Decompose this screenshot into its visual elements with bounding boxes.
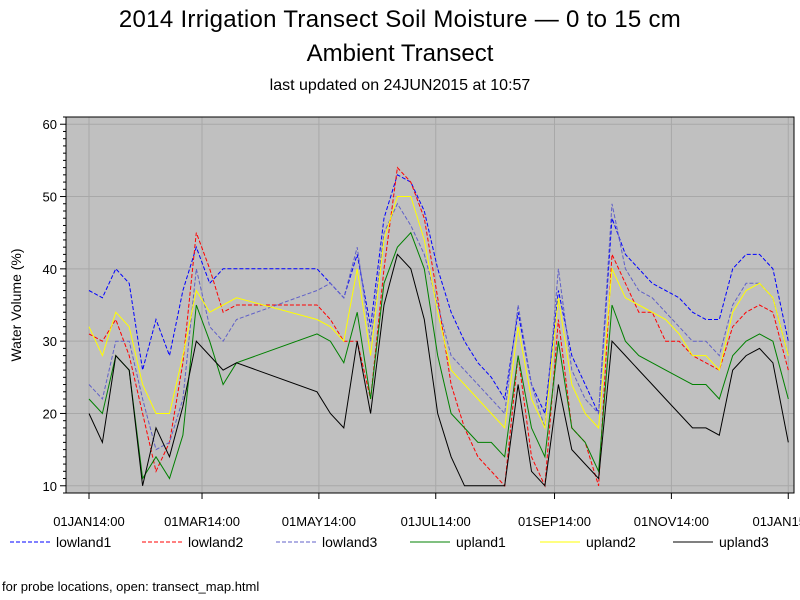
series-line-upland3: [88, 253, 789, 487]
x-tick-label: 01JAN15:00: [752, 514, 800, 529]
x-tick-label: 01JAN14:00: [53, 514, 125, 529]
plot-area: [66, 117, 794, 493]
series-line-lowland1: [88, 174, 789, 416]
legend-label-lowland3: lowland3: [322, 534, 377, 550]
probe-locations-note: for probe locations, open: transect_map.…: [2, 579, 260, 594]
x-tick-label: 01JUL14:00: [401, 514, 471, 529]
legend-label-lowland1: lowland1: [56, 534, 111, 550]
y-tick-label: 50: [43, 190, 57, 205]
x-tick-label: 01NOV14:00: [634, 514, 709, 529]
series-line-upland1: [88, 231, 789, 480]
series-line-upland2: [88, 196, 789, 430]
legend-label-lowland2: lowland2: [188, 534, 243, 550]
y-axis-label: Water Volume (%): [8, 248, 24, 361]
chart-subtitle: Ambient Transect: [306, 40, 494, 67]
legend-label-upland1: upland1: [456, 534, 506, 550]
y-tick-label: 30: [43, 334, 57, 349]
series-line-lowland3: [88, 202, 789, 451]
legend-label-upland3: upland3: [719, 534, 769, 550]
x-tick-label: 01MAR14:00: [164, 514, 240, 529]
y-tick-label: 40: [43, 262, 57, 277]
x-tick-label: 01MAY14:00: [282, 514, 356, 529]
series-line-lowland2: [88, 166, 789, 488]
legend-label-upland2: upland2: [586, 534, 636, 550]
y-tick-label: 60: [43, 117, 57, 132]
y-tick-label: 10: [43, 479, 57, 494]
chart-title: 2014 Irrigation Transect Soil Moisture —…: [118, 6, 682, 33]
axes: 10 20 30 40 50 60 01JAN14:00 01MAR14:00 01MAY14:…: [8, 116, 800, 529]
x-tick-label: 01SEP14:00: [518, 514, 591, 529]
legend: lowland1 lowland2 lowland3 upland1 upland2 up…: [10, 534, 769, 550]
last-updated-text: last updated on 24JUN2015 at 10:57: [269, 77, 531, 94]
y-tick-label: 20: [43, 406, 57, 421]
